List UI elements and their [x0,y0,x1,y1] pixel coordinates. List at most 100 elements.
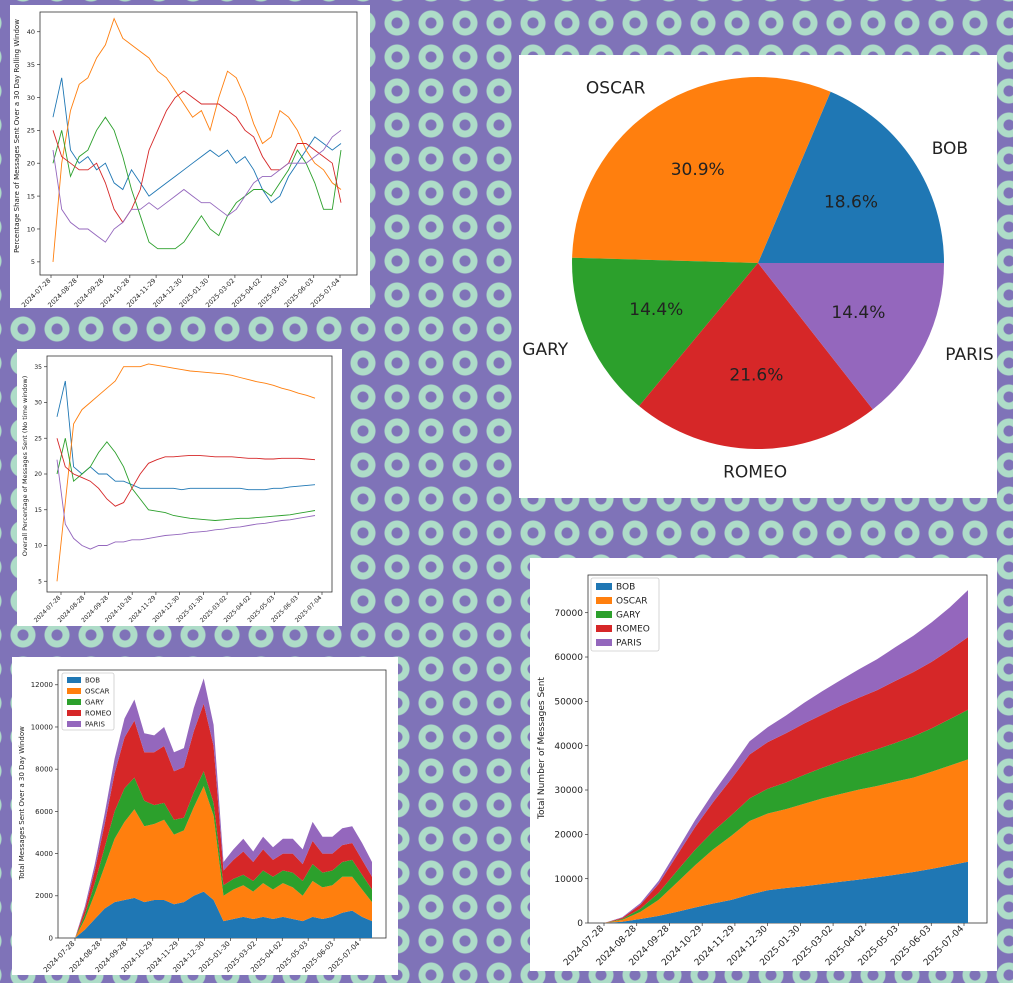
series-line-paris [52,129,342,243]
overall-percentage-axes: 51015202530352024-07-282024-08-282024-09… [33,355,333,624]
y-tick-label: 40000 [554,742,583,752]
series-line-oscar [56,363,316,582]
rolling-percentage-axes: 5101520253035402024-07-282024-08-282024-… [20,11,358,308]
legend-box [590,577,660,652]
pie-label-paris: PARIS [945,345,993,365]
share-pie-chart: 18.6% BOB 30.9% OSCAR 14.4% GARY 21.6% ROMEO 14.… [519,55,997,498]
y-tick-label: 5 [31,258,35,266]
legend-label-paris: PARIS [616,639,642,649]
area-paris [75,678,372,938]
rolling-percentage-svg: 5101520253035402024-07-282024-08-282024-… [13,11,358,308]
area-romeo [75,703,372,938]
legend: BOB OSCAR GARY ROMEO PARIS [590,577,660,652]
legend-swatch-romeo [67,710,81,716]
y-tick-label: 35 [34,364,42,371]
legend: BOB OSCAR GARY ROMEO PARIS [61,672,115,731]
series-line-oscar [52,17,342,262]
overall-percentage-svg: 51015202530352024-07-282024-08-282024-09… [21,355,333,624]
y-tick-label: 20 [27,160,35,168]
legend-swatch-bob [596,583,612,590]
area-oscar [75,786,372,938]
y-tick-label: 12000 [31,681,53,689]
legend-swatch-gary [596,611,612,618]
pie-label-oscar: OSCAR [586,79,646,99]
y-tick-label: 10 [34,543,42,550]
y-tick-label: 15 [27,192,35,200]
y-tick-label: 30 [27,94,35,102]
area-gary [604,709,968,923]
legend-label-romeo: ROMEO [616,625,650,635]
legend-label-paris: PARIS [85,721,105,729]
pie-percent-paris: 14.4% [831,303,885,323]
series-line-bob [52,77,342,204]
legend-swatch-paris [67,721,81,727]
pie-slice-oscar [572,77,831,263]
legend-label-gary: GARY [616,611,641,621]
y-tick-label: 0 [49,934,53,942]
pie-percent-romeo: 21.6% [729,366,783,386]
y-tick-label: 20 [34,471,42,478]
series-line-bob [56,380,316,491]
series-line-gary [52,116,342,250]
y-tick-label: 10000 [31,723,53,731]
rolling-percentage-ylabel: Percentage Share of Messages Sent Over a… [13,19,21,253]
cumulative-area-axes: 0100002000030000400005000060000700002024… [554,574,988,968]
area-gary [75,771,372,938]
rolling-total-area-axes: 0200040006000800010000120002024-07-28202… [31,669,387,974]
area-romeo [604,637,968,923]
y-tick-label: 30 [34,400,42,407]
pie-percent-gary: 14.4% [629,300,683,320]
legend-swatch-gary [67,699,81,705]
y-tick-label: 60000 [554,653,583,663]
plot-frame [46,355,333,593]
area-bob [604,861,968,923]
rolling-total-area-svg: 0200040006000800010000120002024-07-28202… [18,669,387,974]
y-tick-label: 10 [27,225,35,233]
y-tick-label: 10000 [554,875,583,885]
legend-label-romeo: ROMEO [85,710,112,718]
y-tick-label: 35 [27,61,35,69]
rolling-percentage-chart: 5 10 15 20 25 30 35 40 2024-07-28 2024-08-28 2024-… [10,5,370,308]
y-tick-label: 6000 [35,808,53,816]
legend-swatch-paris [596,639,612,646]
y-tick-label: 5 [38,578,42,585]
plot-frame [39,11,358,276]
y-tick-label: 8000 [35,766,53,774]
cumulative-area-chart: 0 10000 20000 30000 40000 50000 60000 70000 2024… [530,558,997,971]
y-tick-label: 50000 [554,697,583,707]
legend-swatch-oscar [596,597,612,604]
overall-percentage-chart: 5 10 15 20 25 30 35 2024-07-28 2024-08-28 2024-09… [17,349,342,626]
pie-slice-bob [758,91,944,263]
overall-percentage-ylabel: Overall Percentage of Messages Sent (No … [21,376,29,556]
y-tick-label: 70000 [554,609,583,619]
pie-slice-gary [572,257,758,406]
legend-label-oscar: OSCAR [616,597,648,607]
area-bob [75,891,372,938]
pie-label-gary: GARY [522,340,569,360]
area-oscar [604,759,968,923]
legend-label-bob: BOB [85,677,100,685]
rolling-total-area-chart: 0 2000 4000 6000 8000 10000 12000 2024-07-28 202… [12,657,398,975]
y-tick-label: 20000 [554,830,583,840]
series-line-romeo [56,438,316,507]
series-line-gary [56,438,316,521]
pie-percent-oscar: 30.9% [671,160,725,180]
y-tick-label: 30000 [554,786,583,796]
legend-label-oscar: OSCAR [85,688,110,696]
series-line-paris [56,459,316,550]
legend-swatch-oscar [67,688,81,694]
y-tick-label: 4000 [35,850,53,858]
area-paris [604,590,968,923]
y-tick-label: 0 [577,919,583,929]
cumulative-area-svg: 0100002000030000400005000060000700002024… [537,574,988,968]
pie-slice-romeo [639,263,873,450]
series-line-romeo [52,90,342,224]
y-tick-label: 2000 [35,892,53,900]
legend-label-gary: GARY [85,699,105,707]
rolling-total-ylabel: Total Messages Sent Over a 30 Day Window [18,726,26,881]
y-tick-label: 25 [34,435,42,442]
y-tick-label: 15 [34,507,42,514]
pie-label-bob: BOB [932,139,968,159]
cumulative-ylabel: Total Number of Messages Sent [537,677,547,820]
legend-label-bob: BOB [616,583,635,593]
